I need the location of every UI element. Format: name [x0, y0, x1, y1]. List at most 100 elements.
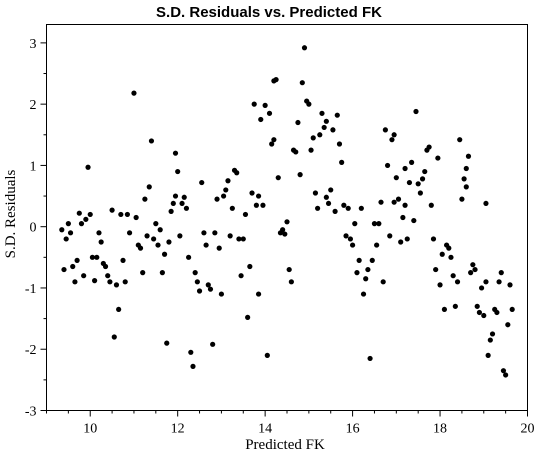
- data-point: [83, 216, 89, 222]
- data-point: [89, 254, 96, 260]
- data-point: [92, 278, 98, 284]
- x-tick-label: 14: [258, 422, 272, 437]
- data-point: [177, 233, 183, 239]
- data-point: [448, 254, 454, 260]
- data-point: [78, 221, 85, 227]
- data-point: [452, 303, 458, 309]
- data-point: [161, 251, 168, 257]
- x-tick-label: 20: [521, 422, 535, 437]
- data-point: [317, 132, 323, 138]
- data-point: [426, 144, 432, 150]
- plot-frame: [46, 24, 528, 411]
- y-tick-label: -1: [25, 282, 37, 297]
- data-point: [212, 230, 218, 236]
- data-point: [157, 227, 163, 233]
- data-point: [454, 279, 461, 285]
- data-point: [225, 178, 231, 184]
- data-point: [179, 200, 185, 207]
- data-point: [192, 270, 198, 276]
- data-point: [328, 187, 334, 193]
- data-point: [395, 196, 402, 202]
- data-point: [186, 254, 192, 260]
- data-point: [419, 176, 426, 182]
- data-point: [430, 236, 437, 242]
- data-point: [98, 239, 104, 245]
- data-point: [255, 291, 262, 297]
- data-point: [485, 352, 491, 358]
- data-point: [188, 349, 194, 355]
- data-point: [140, 270, 146, 276]
- data-point: [70, 263, 76, 270]
- data-point: [374, 242, 380, 248]
- data-point: [323, 194, 329, 200]
- data-point: [255, 193, 262, 199]
- data-point: [240, 236, 246, 242]
- data-point: [507, 282, 513, 288]
- data-point: [435, 155, 441, 161]
- data-point: [382, 127, 388, 133]
- data-point: [124, 211, 130, 218]
- data-point: [413, 108, 419, 115]
- data-point: [365, 266, 371, 273]
- x-axis-title: Predicted FK: [245, 437, 325, 453]
- data-point: [153, 221, 159, 227]
- x-tick-label: 18: [433, 422, 447, 437]
- data-point: [210, 341, 216, 347]
- data-point: [199, 179, 205, 186]
- data-point: [175, 168, 181, 175]
- data-point: [409, 159, 415, 165]
- data-point: [389, 137, 395, 143]
- data-point: [245, 314, 251, 320]
- data-point: [319, 110, 325, 116]
- data-point: [437, 282, 443, 288]
- data-point: [118, 211, 124, 218]
- data-point: [148, 138, 155, 144]
- data-point: [503, 372, 509, 378]
- data-point: [242, 211, 249, 218]
- data-point: [310, 135, 316, 141]
- data-point: [496, 279, 502, 285]
- data-point: [183, 205, 190, 211]
- data-point: [220, 193, 227, 199]
- data-point: [295, 119, 301, 126]
- data-point: [168, 208, 174, 214]
- data-point: [201, 230, 207, 236]
- data-points: [59, 45, 515, 378]
- data-point: [61, 266, 67, 273]
- data-point: [500, 368, 507, 374]
- data-point: [468, 270, 474, 276]
- data-point: [151, 236, 157, 242]
- data-point: [253, 202, 259, 208]
- data-point: [105, 273, 111, 279]
- data-point: [269, 141, 275, 147]
- data-point: [354, 270, 360, 276]
- data-point: [321, 124, 327, 131]
- data-point: [494, 309, 500, 316]
- data-point: [260, 202, 266, 208]
- data-point: [81, 273, 87, 279]
- data-point: [207, 286, 214, 292]
- data-point: [402, 165, 408, 172]
- data-point: [299, 80, 305, 86]
- data-point: [94, 254, 100, 260]
- data-point: [144, 233, 150, 239]
- data-point: [113, 282, 120, 288]
- data-point: [146, 184, 152, 190]
- data-point: [391, 132, 397, 138]
- data-point: [205, 282, 211, 288]
- data-point: [349, 242, 356, 248]
- data-point: [308, 147, 314, 153]
- y-tick-label: 0: [30, 221, 37, 236]
- data-point: [406, 179, 413, 186]
- data-point: [380, 279, 386, 285]
- data-point: [433, 266, 439, 273]
- data-point: [109, 207, 115, 213]
- data-point: [216, 245, 222, 251]
- data-point: [483, 279, 489, 285]
- data-point: [404, 236, 410, 242]
- data-point: [181, 194, 187, 200]
- data-point: [251, 101, 257, 107]
- data-point: [393, 175, 399, 181]
- data-point: [336, 141, 343, 147]
